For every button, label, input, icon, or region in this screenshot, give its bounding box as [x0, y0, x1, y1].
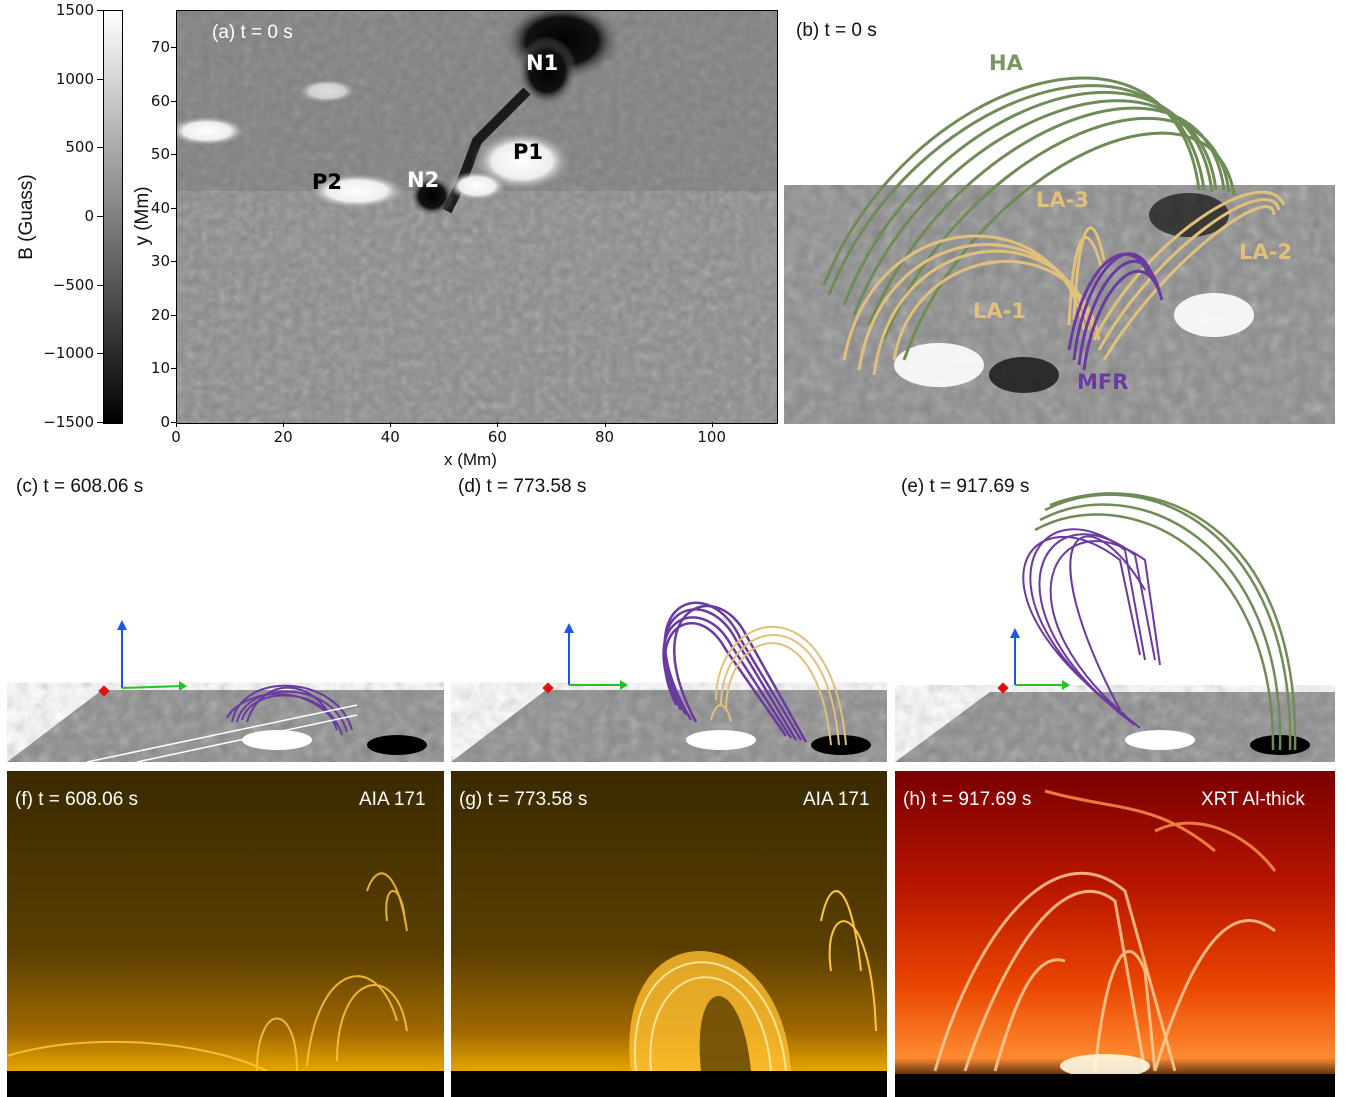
x-tick-label: 40: [380, 428, 400, 446]
colorbar-tick-mark: [97, 353, 103, 355]
panel-b-title: (b) t = 0 s: [796, 20, 877, 41]
x-tick-mark: [497, 422, 499, 427]
panel-f-title: (f) t = 608.06 s: [15, 789, 139, 810]
y-tick-mark: [171, 207, 176, 209]
y-tick-label: 70: [150, 38, 170, 57]
y-tick-mark: [171, 422, 176, 423]
y-tick-mark: [171, 100, 176, 102]
y-tick-mark: [171, 154, 176, 156]
feature-la1: LA-1: [973, 299, 1026, 323]
panel-g-instrument: AIA 171: [803, 789, 870, 810]
panel-g-title: (g) t = 773.58 s: [459, 789, 588, 810]
feature-mfr: MFR: [1077, 370, 1129, 394]
y-tick-mark: [171, 47, 176, 49]
colorbar-tick-label: 500: [65, 138, 94, 157]
panel-c-3d-view: [7, 500, 444, 762]
colorbar-tick-mark: [97, 422, 103, 423]
colorbar-gradient: [103, 10, 123, 424]
colorbar-tick-mark: [97, 78, 103, 80]
panel-a-title: (a) t = 0 s: [212, 22, 293, 43]
colorbar-tick-label: −1000: [43, 344, 94, 363]
y-tick-mark: [171, 368, 176, 370]
x-tick-label: 60: [487, 428, 507, 446]
y-tick-mark: [171, 314, 176, 316]
colorbar-tick-label: −1500: [43, 413, 94, 431]
colorbar-tick-label: 1500: [55, 1, 94, 19]
panel-h-xrt-image: [895, 771, 1335, 1097]
panel-c-title: (c) t = 608.06 s: [16, 476, 144, 497]
colorbar-tick-label: −500: [52, 275, 94, 294]
y-tick-label: 30: [150, 252, 170, 271]
colorbar-tick-label: 1000: [55, 69, 94, 88]
y-tick-label: 50: [150, 145, 170, 164]
colorbar-tick-mark: [97, 284, 103, 286]
feature-ha: HA: [989, 51, 1023, 75]
x-tick-label: 20: [273, 428, 293, 446]
x-tick-mark: [604, 422, 606, 427]
feature-n1: N1: [526, 51, 559, 75]
feature-n2: N2: [407, 168, 440, 192]
x-tick-label: 100: [697, 428, 727, 446]
panel-f-aia171-image: [7, 771, 444, 1097]
colorbar-tick-mark: [97, 147, 103, 149]
y-tick-label: 20: [150, 305, 170, 324]
x-tick-label: 0: [171, 428, 181, 446]
feature-p1: P1: [513, 140, 544, 164]
panel-g-aia171-image: [451, 771, 887, 1097]
panel-h-instrument: XRT Al-thick: [1201, 789, 1305, 810]
panel-d-title: (d) t = 773.58 s: [458, 476, 587, 497]
panel-h-title: (h) t = 917.69 s: [903, 789, 1032, 810]
panel-f-instrument: AIA 171: [359, 789, 426, 810]
y-tick-label: 0: [160, 413, 170, 431]
x-tick-label: 80: [595, 428, 615, 446]
x-tick-mark: [176, 422, 177, 427]
y-tick-label: 10: [150, 359, 170, 378]
panel-d-3d-view: [451, 500, 887, 762]
colorbar-tick-label: 0: [84, 207, 94, 225]
y-tick-label: 40: [150, 198, 170, 217]
panel-a-xlabel: x (Mm): [444, 450, 497, 469]
x-tick-mark: [283, 422, 285, 427]
feature-la2: LA-2: [1239, 240, 1292, 264]
feature-p2: P2: [312, 170, 343, 194]
x-tick-mark: [711, 422, 713, 427]
feature-la3: LA-3: [1036, 188, 1089, 212]
colorbar-tick-mark: [97, 10, 103, 11]
y-tick-mark: [171, 261, 176, 263]
field-lines-3d-view: [784, 40, 1335, 424]
y-tick-label: 60: [150, 91, 170, 110]
panel-e-title: (e) t = 917.69 s: [901, 476, 1030, 497]
colorbar-tick-mark: [97, 216, 103, 217]
x-tick-mark: [390, 422, 392, 427]
panel-e-3d-view: [895, 470, 1335, 762]
magnetogram-image: [176, 10, 778, 424]
